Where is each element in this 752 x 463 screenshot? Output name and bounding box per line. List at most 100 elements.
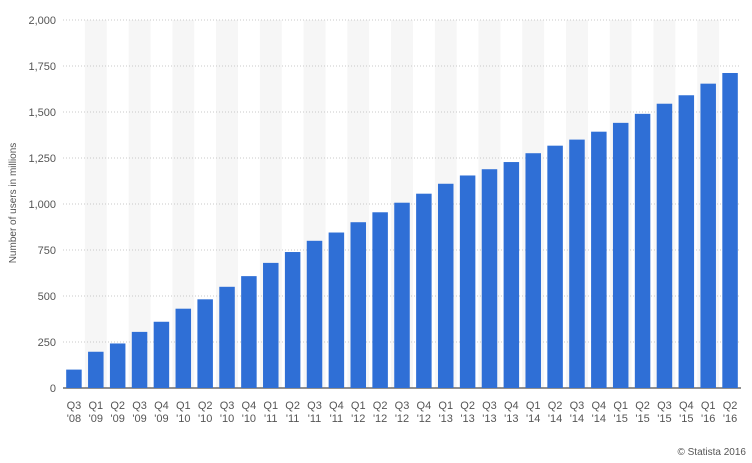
bar bbox=[328, 232, 345, 388]
x-tick-label-year: '11 bbox=[286, 413, 300, 425]
x-tick-label-year: '11 bbox=[308, 413, 322, 425]
x-tick-label-quarter: Q4 bbox=[679, 400, 694, 412]
bar bbox=[634, 113, 651, 388]
x-tick-label-quarter: Q2 bbox=[198, 400, 213, 412]
x-tick-label-quarter: Q3 bbox=[307, 400, 322, 412]
bar bbox=[263, 262, 279, 388]
x-tick-label-quarter: Q2 bbox=[460, 400, 475, 412]
x-tick-label-quarter: Q1 bbox=[263, 400, 278, 412]
bar bbox=[88, 351, 104, 388]
bar bbox=[503, 162, 520, 388]
x-tick-label-year: '08 bbox=[67, 413, 81, 425]
bar bbox=[700, 83, 716, 388]
x-tick-label-quarter: Q3 bbox=[395, 400, 410, 412]
x-axis-ticks: Q3'08Q1'09Q2'09Q3'09Q4'09Q1'10Q2'10Q3'10… bbox=[67, 400, 738, 425]
x-tick-label-year: '13 bbox=[482, 413, 496, 425]
bar bbox=[416, 193, 432, 388]
x-tick-label-year: '09 bbox=[132, 413, 146, 425]
bar bbox=[656, 103, 673, 388]
y-tick-label: 1,750 bbox=[28, 61, 56, 73]
bar bbox=[525, 153, 541, 388]
y-tick-label: 1,250 bbox=[28, 153, 56, 165]
x-tick-label-quarter: Q3 bbox=[657, 400, 672, 412]
x-tick-label-year: '14 bbox=[548, 413, 562, 425]
statista-credit: © Statista 2016 bbox=[677, 447, 746, 458]
y-tick-label: 750 bbox=[38, 245, 56, 257]
bar bbox=[722, 72, 738, 388]
bar bbox=[306, 240, 323, 388]
x-tick-label-year: '16 bbox=[723, 413, 737, 425]
bar bbox=[153, 321, 170, 388]
y-tick-label: 1,000 bbox=[28, 199, 56, 211]
x-tick-label-year: '12 bbox=[417, 413, 431, 425]
x-tick-label-quarter: Q3 bbox=[220, 400, 235, 412]
column-band bbox=[128, 20, 151, 388]
x-tick-label-quarter: Q2 bbox=[635, 400, 650, 412]
x-tick-label-year: '09 bbox=[111, 413, 125, 425]
bar bbox=[241, 276, 257, 388]
bars bbox=[66, 72, 738, 389]
x-tick-label-year: '13 bbox=[460, 413, 474, 425]
x-tick-label-year: '15 bbox=[657, 413, 671, 425]
x-tick-label-year: '14 bbox=[592, 413, 606, 425]
y-tick-label: 2,000 bbox=[28, 15, 56, 27]
bar bbox=[459, 175, 476, 388]
x-tick-label-quarter: Q2 bbox=[548, 400, 563, 412]
x-tick-label-year: '11 bbox=[264, 413, 278, 425]
x-tick-label-year: '15 bbox=[614, 413, 628, 425]
bar bbox=[109, 343, 126, 388]
x-tick-label-year: '12 bbox=[395, 413, 409, 425]
bar bbox=[175, 308, 192, 388]
bar bbox=[372, 212, 388, 388]
x-tick-label-quarter: Q3 bbox=[482, 400, 497, 412]
bar bbox=[350, 222, 367, 388]
x-tick-label-quarter: Q1 bbox=[438, 400, 453, 412]
y-tick-label: 1,500 bbox=[28, 107, 56, 119]
bar bbox=[284, 252, 301, 388]
x-tick-label-year: '11 bbox=[330, 413, 344, 425]
x-tick-label-quarter: Q3 bbox=[67, 400, 82, 412]
bar bbox=[437, 183, 454, 388]
x-tick-label-quarter: Q2 bbox=[285, 400, 300, 412]
bar bbox=[612, 122, 629, 388]
x-tick-label-quarter: Q4 bbox=[329, 400, 344, 412]
x-tick-label-year: '12 bbox=[351, 413, 365, 425]
x-tick-label-quarter: Q1 bbox=[613, 400, 628, 412]
x-tick-label-year: '16 bbox=[701, 413, 715, 425]
bar bbox=[66, 369, 82, 388]
x-tick-label-quarter: Q4 bbox=[504, 400, 519, 412]
x-tick-label-quarter: Q1 bbox=[526, 400, 541, 412]
x-tick-label-year: '10 bbox=[176, 413, 190, 425]
bar bbox=[547, 145, 563, 388]
x-tick-label-quarter: Q3 bbox=[132, 400, 147, 412]
x-tick-label-quarter: Q1 bbox=[701, 400, 716, 412]
x-tick-label-quarter: Q2 bbox=[723, 400, 738, 412]
x-tick-label-quarter: Q2 bbox=[110, 400, 125, 412]
x-tick-label-year: '09 bbox=[89, 413, 103, 425]
column-band bbox=[84, 20, 107, 388]
x-tick-label-year: '15 bbox=[635, 413, 649, 425]
x-tick-label-quarter: Q1 bbox=[351, 400, 366, 412]
x-tick-label-year: '10 bbox=[198, 413, 212, 425]
bar bbox=[481, 169, 498, 388]
bar bbox=[591, 131, 607, 389]
y-axis-ticks: 0 250 500 750 1,000 1,250 1,500 1,750 2,000 bbox=[28, 15, 56, 395]
bar bbox=[678, 95, 695, 389]
x-tick-label-quarter: Q4 bbox=[591, 400, 606, 412]
x-tick-label-year: '12 bbox=[373, 413, 387, 425]
x-tick-label-quarter: Q1 bbox=[176, 400, 191, 412]
y-tick-label: 500 bbox=[38, 291, 56, 303]
bar bbox=[131, 331, 148, 388]
bar bbox=[569, 139, 585, 388]
bar bbox=[394, 202, 410, 388]
x-tick-label-quarter: Q2 bbox=[373, 400, 388, 412]
x-tick-label-year: '13 bbox=[439, 413, 453, 425]
y-tick-label: 250 bbox=[38, 337, 56, 349]
x-tick-label-quarter: Q3 bbox=[570, 400, 585, 412]
x-tick-label-year: '14 bbox=[570, 413, 584, 425]
x-tick-label-quarter: Q4 bbox=[154, 400, 169, 412]
y-tick-label: 0 bbox=[50, 383, 56, 395]
x-tick-label-year: '09 bbox=[154, 413, 168, 425]
x-tick-label-year: '10 bbox=[242, 413, 256, 425]
